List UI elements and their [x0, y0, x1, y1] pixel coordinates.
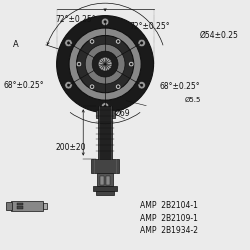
Circle shape: [138, 82, 145, 89]
Text: Ø5.5: Ø5.5: [185, 97, 201, 103]
Text: 200±20: 200±20: [55, 143, 86, 152]
Text: Ø69: Ø69: [115, 109, 131, 118]
Circle shape: [76, 61, 82, 67]
Circle shape: [102, 18, 109, 26]
Circle shape: [98, 57, 112, 71]
Bar: [97, 174, 113, 186]
Bar: [17, 206, 23, 209]
Bar: [43, 202, 48, 209]
Circle shape: [140, 42, 143, 44]
Bar: [92, 158, 119, 174]
Circle shape: [67, 84, 70, 86]
Bar: [96, 191, 114, 194]
Text: Ø54±0.25: Ø54±0.25: [200, 31, 238, 40]
Circle shape: [104, 20, 106, 23]
Bar: [106, 176, 110, 185]
Circle shape: [76, 36, 134, 93]
Circle shape: [89, 39, 95, 44]
Text: 68°±0.25°: 68°±0.25°: [160, 82, 200, 91]
Circle shape: [57, 16, 154, 112]
Text: 68°±0.25°: 68°±0.25°: [3, 81, 44, 90]
Bar: [11, 201, 43, 211]
Circle shape: [128, 61, 134, 67]
Circle shape: [91, 86, 93, 88]
Text: AMP  2B1934-2: AMP 2B1934-2: [140, 226, 198, 235]
Circle shape: [117, 86, 119, 88]
Circle shape: [65, 39, 72, 47]
Circle shape: [130, 63, 132, 65]
Bar: [6, 202, 12, 209]
Circle shape: [92, 51, 118, 77]
Circle shape: [91, 40, 93, 42]
Circle shape: [138, 39, 145, 47]
Circle shape: [85, 44, 125, 84]
Bar: [98, 106, 112, 158]
Circle shape: [116, 39, 121, 44]
Text: 72°±0.25°: 72°±0.25°: [55, 15, 96, 24]
Circle shape: [117, 40, 119, 42]
Circle shape: [140, 84, 143, 86]
Bar: [100, 176, 104, 185]
Text: AMP  2B2104-1: AMP 2B2104-1: [140, 201, 198, 210]
Bar: [93, 186, 117, 191]
Circle shape: [67, 42, 70, 44]
Text: A: A: [13, 40, 18, 49]
Text: 72°±0.25°: 72°±0.25°: [130, 22, 170, 31]
Text: AMP  2B2109-1: AMP 2B2109-1: [140, 214, 198, 223]
Bar: [96, 110, 114, 118]
Circle shape: [65, 82, 72, 89]
Circle shape: [89, 84, 95, 89]
Circle shape: [78, 63, 80, 65]
Circle shape: [102, 103, 109, 110]
Circle shape: [116, 84, 121, 89]
Circle shape: [69, 28, 141, 100]
Circle shape: [104, 105, 106, 108]
Bar: [17, 203, 23, 205]
